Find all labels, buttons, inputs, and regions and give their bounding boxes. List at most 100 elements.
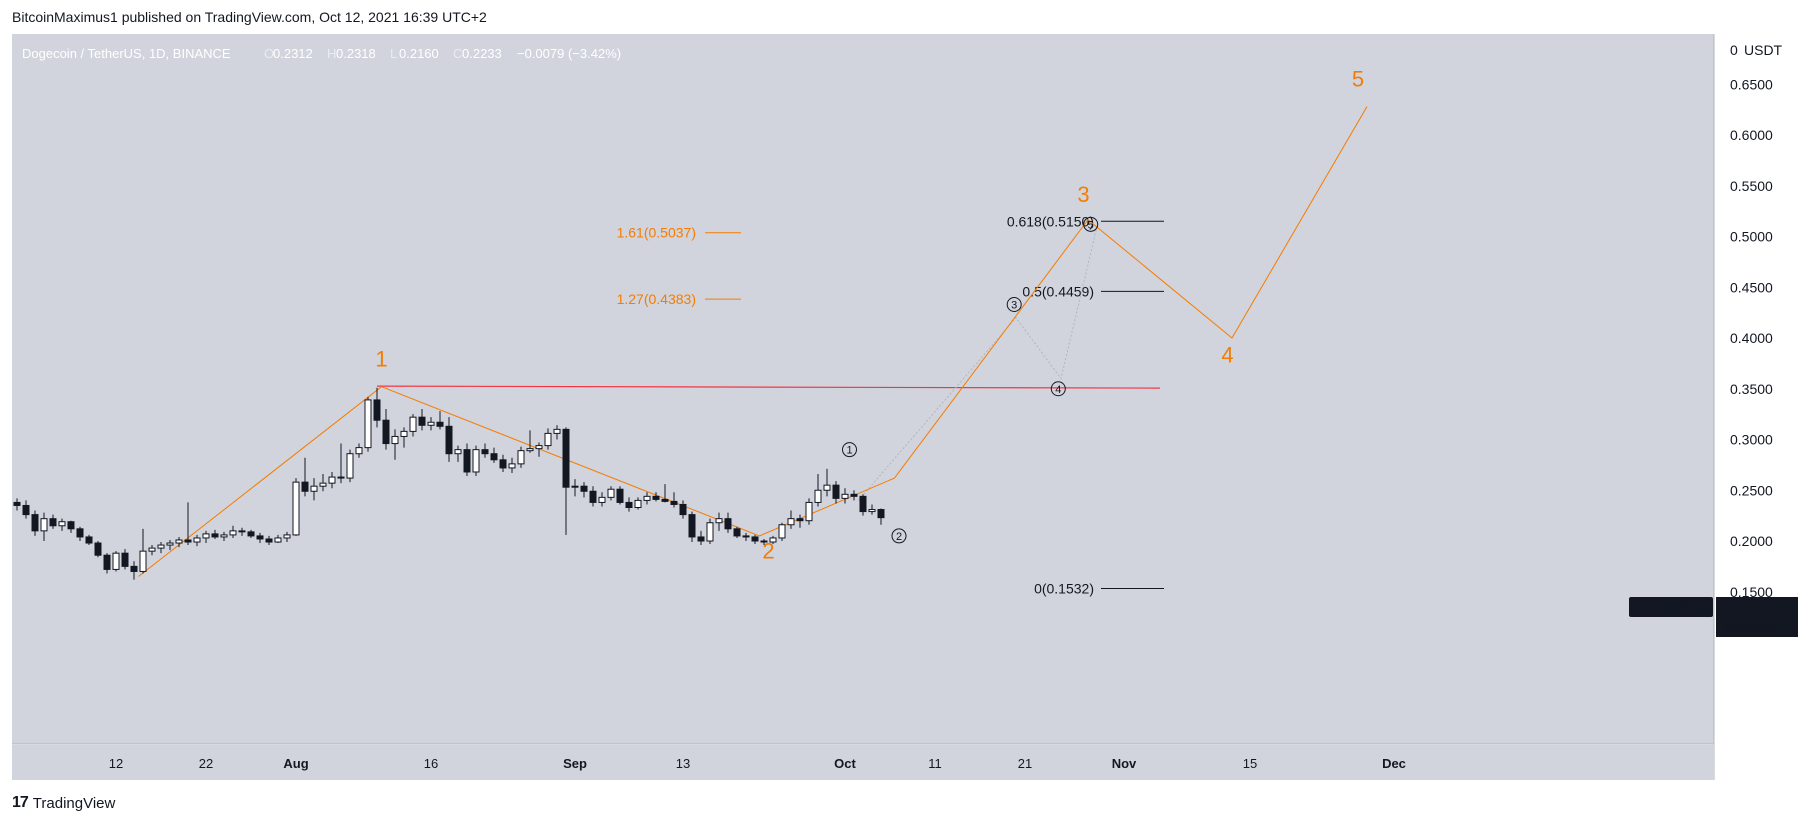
bearish-candle [688, 511, 696, 543]
candle-body [391, 435, 399, 445]
bearish-candle [463, 443, 471, 477]
candle-body [841, 493, 849, 499]
legend-symbol: Dogecoin / TetherUS, 1D, BINANCE [22, 46, 231, 61]
candle-body [184, 539, 192, 543]
candle-body [175, 539, 183, 544]
minor-wave-circle [1050, 381, 1066, 397]
candle-body [463, 449, 471, 473]
price-axis[interactable]: 0 USDT 0.1500 0.2000 0.2500 0.3000 0.3500 0.4… [1730, 42, 1783, 600]
candle-body [526, 448, 534, 452]
candle-body [337, 476, 345, 479]
candle-body [814, 489, 822, 503]
bullish-candle [472, 445, 480, 477]
candle-body [409, 416, 417, 432]
candle-body [544, 432, 552, 447]
bullish-candle [157, 542, 165, 554]
bearish-candle [877, 508, 885, 525]
bullish-candle [175, 536, 183, 548]
time-tick-label: Dec [1382, 756, 1406, 771]
price-tick-label: 0.5500 [1730, 178, 1773, 194]
fib-layer: 1.61(0.5037) 1.27(0.4383) 0.618(0.5150) 0.5… [617, 213, 1164, 597]
bullish-candle [454, 445, 462, 462]
candle-body [130, 565, 138, 572]
bullish-candle [400, 427, 408, 448]
time-axis[interactable]: 12 22 Aug 16 Sep 13 Oct 11 21 Nov 15 Dec [109, 756, 1406, 771]
price-tick-label: 0.3000 [1730, 432, 1773, 448]
candle-body [22, 504, 30, 516]
candle-body [850, 493, 858, 497]
bearish-candle [796, 514, 804, 528]
bearish-candle [211, 529, 219, 539]
candle-body [634, 499, 642, 509]
bearish-candle [436, 411, 444, 430]
legend-high-value: 0.2318 [336, 46, 376, 61]
candle-body [787, 518, 795, 526]
bullish-candle [823, 468, 831, 497]
candle-body [643, 495, 651, 501]
candle-body [661, 498, 669, 502]
candle-body [346, 453, 354, 479]
candle-body [229, 530, 237, 536]
bearish-candle [751, 534, 759, 545]
bullish-candle [787, 510, 795, 529]
candle-body [481, 449, 489, 455]
bearish-candle [76, 526, 84, 541]
candle-body [139, 550, 147, 572]
bearish-candle [85, 534, 93, 546]
candle-body [724, 518, 732, 530]
bullish-candle [427, 417, 435, 431]
candle-body [490, 453, 498, 461]
bullish-candle [526, 430, 534, 453]
bullish-candle [274, 534, 282, 544]
bearish-candle [31, 510, 39, 536]
bearish-candle [499, 454, 507, 472]
candle-body [445, 425, 453, 455]
bearish-candle [661, 484, 669, 503]
candle-body [49, 518, 57, 527]
tradingview-logo-icon: 17 [12, 794, 29, 811]
candle-body [535, 445, 543, 450]
price-axis-unit: USDT [1744, 42, 1783, 58]
symbol-tag-box [1629, 597, 1713, 617]
bullish-candle [310, 478, 318, 501]
bearish-candle [742, 532, 750, 541]
candle-body [580, 485, 588, 492]
bullish-candle [409, 414, 417, 437]
candle-body [310, 485, 318, 492]
footer-brand[interactable]: 17 TradingView [12, 794, 115, 812]
minor-wave-circle [1083, 216, 1099, 232]
price-tag: DOGEUSDT 0.2233 09:20:08 [1629, 597, 1798, 637]
minor-wave-circle [842, 442, 857, 458]
candle-body [625, 501, 633, 509]
bearish-candle [652, 492, 660, 502]
candle-body [454, 449, 462, 455]
candle-body [832, 484, 840, 499]
bearish-candle [337, 443, 345, 484]
wave-label-layer: 1 2 3 4 5 1 2 3 4 5 [375, 66, 1364, 563]
candle-body [67, 521, 75, 530]
major-wave-label: 4 [1221, 342, 1233, 367]
bullish-candle [634, 497, 642, 510]
legend-low-value: 0.2160 [399, 46, 439, 61]
bullish-candle [346, 449, 354, 483]
bearish-candle [760, 538, 768, 546]
legend-high-label: H [327, 46, 336, 61]
candle-body [94, 542, 102, 556]
fib-retracement-label: 0.618(0.5150) [1007, 213, 1094, 229]
bearish-candle [679, 500, 687, 519]
candle-body [373, 399, 381, 421]
bullish-candle [805, 498, 813, 525]
bullish-candle [643, 492, 651, 505]
candle-body [85, 536, 93, 544]
bullish-candle [598, 492, 606, 507]
candle-body [382, 419, 390, 445]
time-tick-label: Oct [834, 756, 856, 771]
candle-body [274, 537, 282, 543]
major-wave-label: 3 [1077, 182, 1089, 207]
bearish-candle [121, 549, 129, 570]
bullish-candle [814, 474, 822, 507]
candle-body [562, 428, 570, 488]
candle-body [283, 534, 291, 539]
minor-wave-label: 3 [1011, 300, 1017, 312]
